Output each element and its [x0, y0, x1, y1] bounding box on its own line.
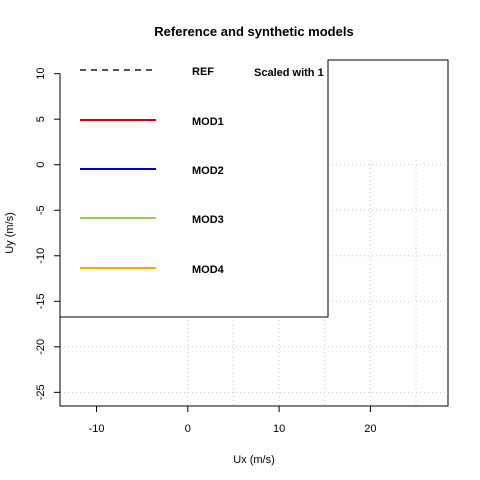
legend-background [60, 60, 328, 317]
y-tick-label: -15 [35, 293, 47, 309]
legend: REF MOD1 MOD2 MOD3 MOD4 [60, 60, 448, 317]
chart-title: Reference and synthetic models [154, 24, 353, 39]
legend-label-mod1: MOD1 [192, 116, 224, 128]
y-tick-label: 0 [35, 162, 47, 168]
y-tick-label: 10 [35, 68, 47, 80]
legend-label-mod2: MOD2 [192, 165, 224, 177]
legend-background [328, 60, 448, 160]
y-axis-label: Uy (m/s) [4, 212, 16, 254]
x-tick-label: 20 [364, 423, 376, 435]
legend-label-mod3: MOD3 [192, 214, 224, 226]
y-tick-label: -10 [35, 248, 47, 264]
y-tick-label: -25 [35, 384, 47, 400]
x-tick-label: 10 [273, 423, 285, 435]
legend-label-ref: REF [192, 66, 214, 78]
x-axis-label: Ux (m/s) [233, 454, 275, 466]
axes: -10 0 10 20 10 5 0 -5 -10 -15 -20 -25 [35, 68, 377, 435]
y-tick-label: -5 [35, 205, 47, 215]
y-tick-label: 5 [35, 116, 47, 122]
y-tick-label: -20 [35, 339, 47, 355]
legend-note: Scaled with 1 [254, 67, 324, 79]
x-tick-label: -10 [89, 423, 105, 435]
x-tick-label: 0 [185, 423, 191, 435]
legend-label-mod4: MOD4 [192, 264, 225, 276]
